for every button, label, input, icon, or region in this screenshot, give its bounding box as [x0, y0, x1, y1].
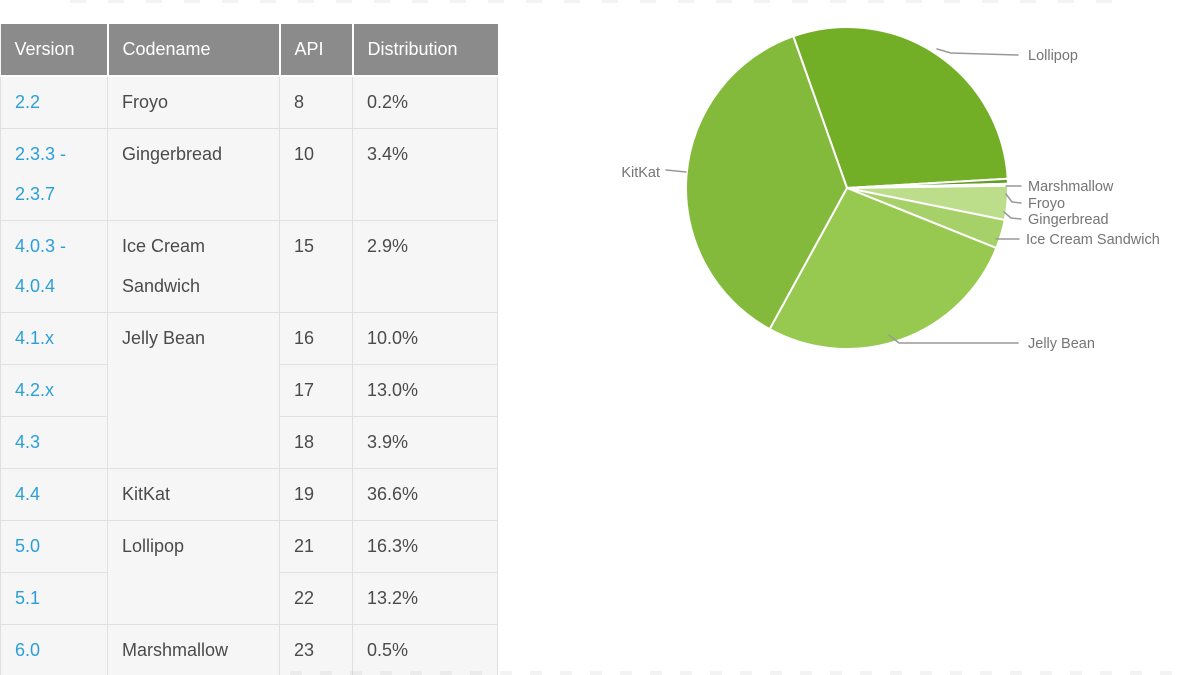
- codename-cell: Gingerbread: [107, 128, 280, 221]
- version-link[interactable]: 4.3: [15, 432, 41, 452]
- leader-froyo: [1005, 193, 1022, 204]
- codename-cell: KitKat: [107, 468, 280, 521]
- version-link[interactable]: 5.1: [15, 588, 41, 608]
- codename-cell: Lollipop: [107, 520, 280, 625]
- header-version: Version: [0, 24, 108, 77]
- table-row: 4.2.x 17 13.0%: [0, 364, 498, 417]
- version-link[interactable]: 2.2: [15, 92, 41, 112]
- version-cell: 5.0: [0, 520, 108, 573]
- version-distribution-table: Version Codename API Distribution 2.2 Fr…: [0, 24, 498, 675]
- table-header-row: Version Codename API Distribution: [0, 24, 498, 77]
- version-link[interactable]: 4.1.x: [15, 328, 55, 348]
- header-api: API: [278, 24, 353, 77]
- pie-slice-lollipop: [792, 26, 1009, 189]
- version-cell: 4.1.x: [0, 312, 108, 365]
- version-cell: 2.2: [0, 75, 108, 129]
- distribution-pie-chart: Lollipop KitKat Marshmallow Froyo Ginger…: [500, 0, 1200, 675]
- api-cell: 16: [279, 312, 353, 365]
- header-distribution: Distribution: [351, 24, 498, 77]
- version-cell: 2.3.3 - 2.3.7: [0, 128, 108, 221]
- version-cell: 6.0: [0, 624, 108, 675]
- pie-label-ice-cream-sandwich: Ice Cream Sandwich: [1026, 232, 1160, 248]
- distribution-cell: 2.9%: [352, 220, 498, 313]
- table-row: 2.2 Froyo 8 0.2%: [0, 75, 498, 129]
- pie-slice-kitkat: [685, 35, 848, 331]
- distribution-cell: 13.0%: [352, 364, 498, 417]
- leader-kitkat: [665, 169, 687, 173]
- version-cell: 4.4: [0, 468, 108, 521]
- distribution-cell: 13.2%: [352, 572, 498, 625]
- api-cell: 22: [279, 572, 353, 625]
- pie-slice-jelly-bean: [768, 187, 998, 350]
- table-row: 5.0 Lollipop 21 16.3%: [0, 520, 498, 625]
- table-row: 4.3 18 3.9%: [0, 416, 498, 469]
- table-row: 4.1.x Jelly Bean 16 10.0%: [0, 312, 498, 469]
- header-codename: Codename: [106, 24, 280, 77]
- version-link[interactable]: 6.0: [15, 640, 41, 660]
- version-cell: 5.1: [0, 572, 108, 625]
- distribution-cell: 0.5%: [352, 624, 498, 675]
- table-row: 5.1 22 13.2%: [0, 572, 498, 625]
- table-row: 4.4 KitKat 19 36.6%: [0, 468, 498, 521]
- table-row: 6.0 Marshmallow 23 0.5%: [0, 624, 498, 675]
- api-cell: 10: [279, 128, 353, 221]
- api-cell: 17: [279, 364, 353, 417]
- distribution-cell: 3.9%: [352, 416, 498, 469]
- distribution-cell: 3.4%: [352, 128, 498, 221]
- version-link[interactable]: 5.0: [15, 536, 41, 556]
- distribution-cell: 36.6%: [352, 468, 498, 521]
- pie-label-lollipop: Lollipop: [1028, 48, 1078, 64]
- api-cell: 21: [279, 520, 353, 573]
- codename-cell: Marshmallow: [107, 624, 280, 675]
- table-row: 2.3.3 - 2.3.7 Gingerbread 10 3.4%: [0, 128, 498, 221]
- version-link[interactable]: 4.0.3 - 4.0.4: [15, 236, 67, 296]
- version-cell: 4.3: [0, 416, 108, 469]
- distribution-cell: 16.3%: [352, 520, 498, 573]
- api-cell: 18: [279, 416, 353, 469]
- pie-label-froyo: Froyo: [1028, 196, 1065, 212]
- api-cell: 19: [279, 468, 353, 521]
- table-row: 4.0.3 - 4.0.4 Ice Cream Sandwich 15 2.9%: [0, 220, 498, 313]
- version-link[interactable]: 4.4: [15, 484, 41, 504]
- leader-gingerbread: [1003, 211, 1022, 220]
- api-cell: 15: [279, 220, 353, 313]
- leader-lollipop: [936, 48, 1019, 56]
- version-cell: 4.0.3 - 4.0.4: [0, 220, 108, 313]
- codename-cell: Froyo: [107, 75, 280, 129]
- api-cell: 8: [279, 75, 353, 129]
- distribution-cell: 10.0%: [352, 312, 498, 365]
- pie-label-jelly-bean: Jelly Bean: [1028, 336, 1095, 352]
- pie-label-gingerbread: Gingerbread: [1028, 212, 1109, 228]
- distribution-cell: 0.2%: [352, 75, 498, 129]
- leader-jelly-bean: [888, 334, 1019, 344]
- pie-slices: [685, 26, 1009, 350]
- codename-cell: Jelly Bean: [107, 312, 280, 469]
- version-cell: 4.2.x: [0, 364, 108, 417]
- version-link[interactable]: 4.2.x: [15, 380, 55, 400]
- pie-label-marshmallow: Marshmallow: [1028, 179, 1114, 195]
- api-cell: 23: [279, 624, 353, 675]
- version-link[interactable]: 2.3.3 - 2.3.7: [15, 144, 67, 204]
- codename-cell: Ice Cream Sandwich: [107, 220, 280, 313]
- pie-label-kitkat: KitKat: [621, 165, 660, 181]
